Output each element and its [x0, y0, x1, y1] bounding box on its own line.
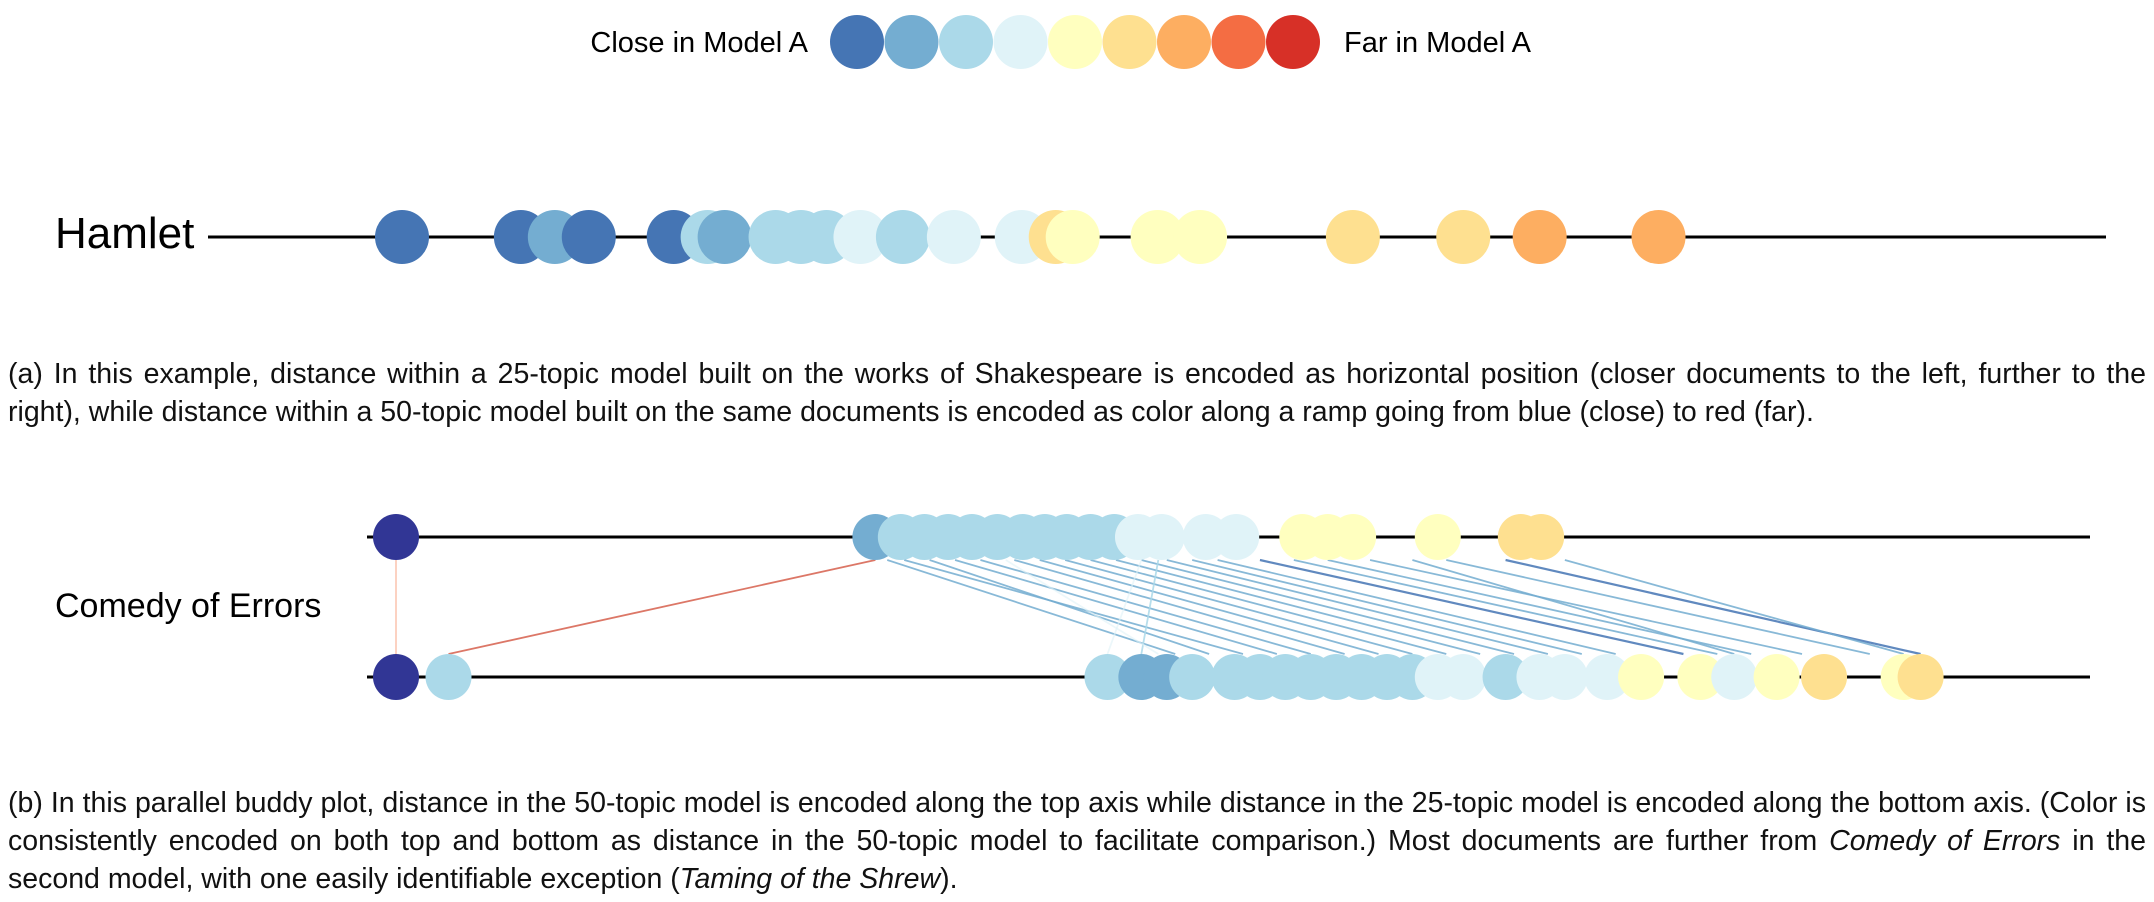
hamlet-doc-point — [1325, 210, 1380, 264]
buddy-link-line — [1412, 559, 1735, 655]
hamlet-documents — [375, 210, 1686, 264]
comedy-top-doc-point — [1330, 514, 1377, 560]
comedy-bottom-doc-point — [1584, 654, 1631, 700]
hamlet-doc-point — [375, 210, 429, 264]
hamlet-doc-point — [561, 210, 616, 264]
hamlet-title: Hamlet — [55, 209, 194, 258]
comedy-top-doc-point — [1138, 514, 1185, 560]
legend-swatch-6 — [1157, 15, 1211, 69]
buddy-link-line — [1064, 559, 1413, 655]
hamlet-doc-point — [1436, 210, 1491, 264]
legend-swatch-8 — [1266, 15, 1320, 69]
comedy-bottom-doc-point — [1084, 654, 1131, 700]
caption-b-part3: ). — [940, 863, 958, 895]
legend-swatch-4 — [1048, 15, 1102, 69]
comedy-bottom-doc-point — [1440, 654, 1487, 700]
caption-b-part2: in the second model, with one easily ide… — [8, 825, 2146, 895]
hamlet-doc-point — [1045, 210, 1100, 264]
hamlet-doc-point — [926, 210, 981, 264]
caption-b-part1: (b) In this parallel buddy plot, distanc… — [8, 787, 2146, 857]
buddy-link-line — [448, 559, 876, 655]
comedy-top-doc-point — [1414, 514, 1461, 560]
buddy-link-line — [1259, 558, 1684, 656]
hamlet-doc-point — [875, 210, 930, 264]
comedy-top-doc-point — [1213, 514, 1260, 560]
buddy-link-line — [1446, 559, 1870, 655]
buddy-link-line — [1166, 559, 1549, 655]
hamlet-doc-point — [1130, 210, 1185, 264]
comedy-bottom-doc-point — [425, 654, 472, 700]
caption-b: (b) In this parallel buddy plot, distanc… — [8, 784, 2146, 898]
comedy-bottom-doc-point — [1897, 654, 1944, 700]
buddy-link-line — [954, 559, 1278, 655]
comedy-bottom-doc-point — [1169, 654, 1216, 700]
buddy-link-line — [1115, 559, 1481, 655]
legend-swatch-1 — [884, 15, 939, 69]
caption-a: (a) In this example, distance within a 2… — [8, 358, 2146, 428]
legend-swatch-0 — [830, 15, 884, 69]
buddy-link-line — [1191, 559, 1583, 655]
comedy-focus-point-bottom — [373, 654, 419, 700]
legend-color-ramp — [830, 15, 1320, 69]
buddy-link-line — [1090, 559, 1447, 655]
hamlet-doc-point — [833, 210, 888, 264]
comedy-title: Comedy of Errors — [55, 587, 321, 625]
legend-far-label: Far in Model A — [1344, 27, 1532, 59]
comedy-top-doc-point — [1518, 514, 1565, 560]
buddy-link-line — [1106, 559, 1143, 655]
hamlet-doc-point — [1512, 210, 1567, 264]
legend-close-label: Close in Model A — [590, 27, 808, 59]
caption-b-title2: Taming of the Shrew — [679, 863, 941, 895]
buddy-link-line — [1369, 559, 1803, 655]
buddy-link-line — [1217, 559, 1616, 655]
comedy-bottom-doc-point — [1677, 654, 1724, 700]
buddy-link-line — [903, 559, 1244, 655]
comedy-top-documents — [373, 514, 1565, 560]
buddy-link-line — [1005, 559, 1159, 655]
buddy-link-line — [1140, 559, 1160, 655]
legend-swatch-3 — [993, 15, 1048, 69]
buddy-link-line — [1141, 559, 1515, 655]
buddy-link-line — [1564, 559, 1904, 655]
buddy-link-line — [929, 559, 1210, 655]
hamlet-doc-point — [697, 210, 752, 264]
legend-swatch-7 — [1211, 15, 1266, 69]
buddy-link-line — [1014, 559, 1345, 655]
buddy-link-line — [1039, 559, 1379, 655]
legend-swatch-2 — [939, 15, 993, 69]
buddy-links — [395, 558, 1921, 656]
buddy-link-line — [980, 559, 1312, 655]
comedy-bottom-doc-point — [1801, 654, 1848, 700]
comedy-bottom-doc-point — [1618, 654, 1665, 700]
hamlet-doc-point — [1631, 210, 1686, 264]
comedy-focus-point-top — [373, 514, 419, 560]
comedy-bottom-doc-point — [1482, 654, 1529, 700]
buddy-link-line — [1293, 559, 1718, 655]
comedy-bottom-doc-point — [1541, 654, 1588, 700]
hamlet-doc-point — [1173, 210, 1228, 264]
comedy-bottom-doc-point — [1711, 654, 1758, 700]
legend-swatch-5 — [1102, 15, 1157, 69]
caption-b-title1: Comedy of Errors — [1829, 825, 2061, 857]
comedy-bottom-doc-point — [1753, 654, 1800, 700]
buddy-link-line — [886, 559, 1176, 655]
comedy-bottom-documents — [373, 654, 1944, 700]
buddy-link-line — [1505, 558, 1921, 656]
